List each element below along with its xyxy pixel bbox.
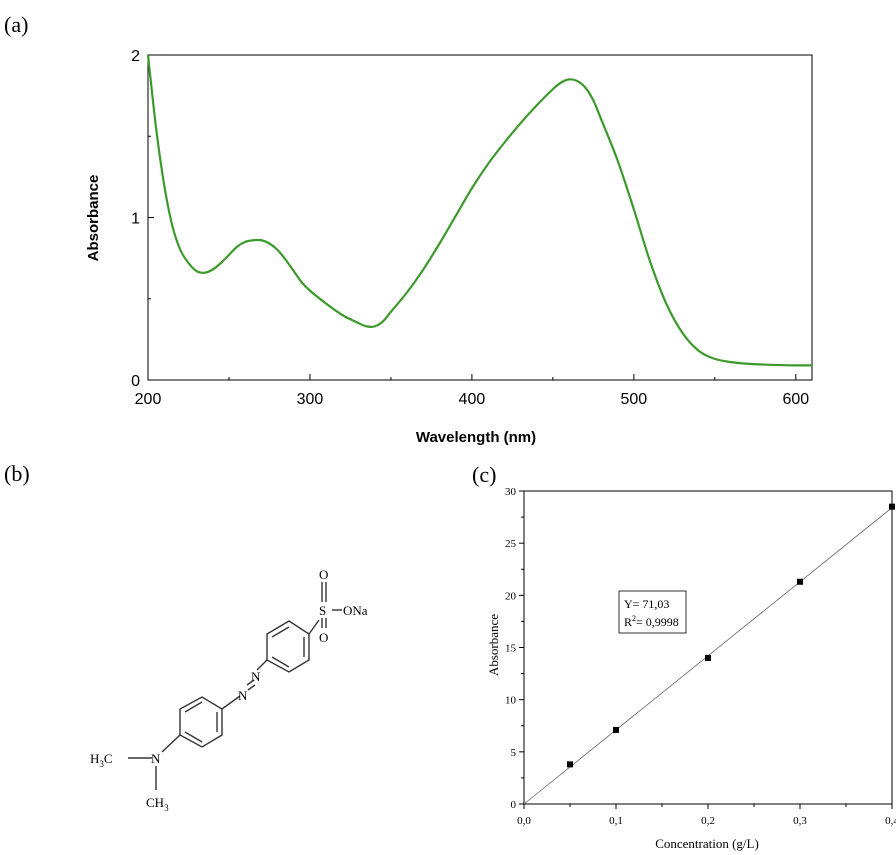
fit-annotation-box (618, 590, 687, 634)
spectrum-line (146, 54, 813, 367)
data-point (567, 761, 573, 768)
panel-label-a: (a) (4, 12, 29, 37)
y-tick-label: 30 (505, 486, 517, 498)
spectrum-axes (147, 54, 813, 381)
x-tick-label: 500 (621, 391, 648, 408)
panel-label-c: (c) (472, 462, 496, 487)
y-tick-label: 2 (131, 48, 140, 65)
calibration-ticks: 0,0 0,1 0,2 0,3 0,4 0 5 10 15 20 25 30 (505, 486, 896, 827)
sulfonate-ring-bond (308, 619, 320, 635)
label-azo-n2: N (251, 669, 261, 684)
calibration-plot-frame (523, 490, 893, 805)
label-oxygen-bottom: O (319, 630, 328, 645)
label-oxygen-top: O (319, 567, 328, 582)
panel-label-b: (b) (4, 461, 30, 486)
azo-ring-bond-left (221, 695, 241, 710)
right-ring-double-bond (271, 626, 290, 638)
data-point (613, 726, 619, 733)
left-benzene-ring (179, 696, 223, 748)
data-point (705, 654, 711, 661)
calibration-axes (523, 490, 893, 805)
fit-r-squared: R2= 0,9998 (624, 614, 679, 629)
x-tick-label: 0,0 (517, 815, 531, 827)
y-tick-label: 25 (505, 538, 517, 550)
y-tick-label: 1 (131, 211, 140, 228)
spectrum-series (146, 54, 813, 367)
y-tick-label: 20 (505, 590, 517, 602)
spectrum-chart: 200 300 400 500 600 0 1 2 Wavelength (nm) Absor… (85, 48, 813, 446)
spectrum-x-axis-label: Wavelength (nm) (416, 429, 536, 446)
spectrum-ticks: 200 300 400 500 600 0 1 2 (131, 48, 809, 408)
label-ona: ONa (343, 603, 368, 618)
y-tick-label: 15 (505, 643, 517, 655)
label-h3c: H3C (90, 751, 113, 769)
label-sulfur: S (319, 603, 326, 618)
label-amine-n: N (151, 751, 161, 766)
left-ring-double-bond (184, 731, 203, 743)
y-tick-label: 10 (505, 695, 517, 707)
x-tick-label: 400 (459, 391, 486, 408)
chemical-structure: H3C N CH3 N N S O O ONa (90, 567, 368, 813)
fit-annotation: Y= 71,03 R2= 0,9998 (618, 590, 687, 634)
x-tick-label: 300 (297, 391, 324, 408)
spectrum-y-axis-label: Absorbance (85, 175, 102, 262)
x-tick-label: 0,2 (701, 815, 715, 827)
fit-equation: Y= 71,03 (624, 597, 669, 611)
data-point (797, 578, 803, 585)
calibration-chart: (c) 0,0 0,1 0,2 0,3 0,4 0 5 10 15 20 25 30 Y= 71,03… (472, 462, 896, 851)
x-tick-label: 0,3 (793, 815, 807, 827)
data-point (889, 503, 895, 510)
label-azo-n1: N (238, 688, 248, 703)
y-tick-label: 0 (511, 799, 517, 811)
azo-double-bond (247, 684, 256, 691)
azo-double-bond (246, 679, 255, 686)
right-benzene-ring (266, 620, 310, 673)
azo-ring-bond-right (256, 659, 268, 671)
x-tick-label: 0,4 (885, 815, 896, 827)
x-tick-label: 200 (135, 391, 162, 408)
amine-ring-bond (161, 734, 181, 753)
calibration-y-axis-label: Absorbance (486, 614, 501, 676)
y-tick-label: 0 (131, 373, 140, 390)
left-ring-double-bond (184, 701, 203, 713)
x-tick-label: 600 (782, 391, 809, 408)
spectrum-plot-frame (147, 54, 813, 381)
calibration-x-axis-label: Concentration (g/L) (655, 836, 759, 851)
calibration-series (523, 503, 895, 805)
right-ring-double-bond (271, 656, 290, 668)
y-tick-label: 5 (511, 747, 517, 759)
label-ch3: CH3 (146, 795, 169, 813)
x-tick-label: 0,1 (609, 815, 623, 827)
